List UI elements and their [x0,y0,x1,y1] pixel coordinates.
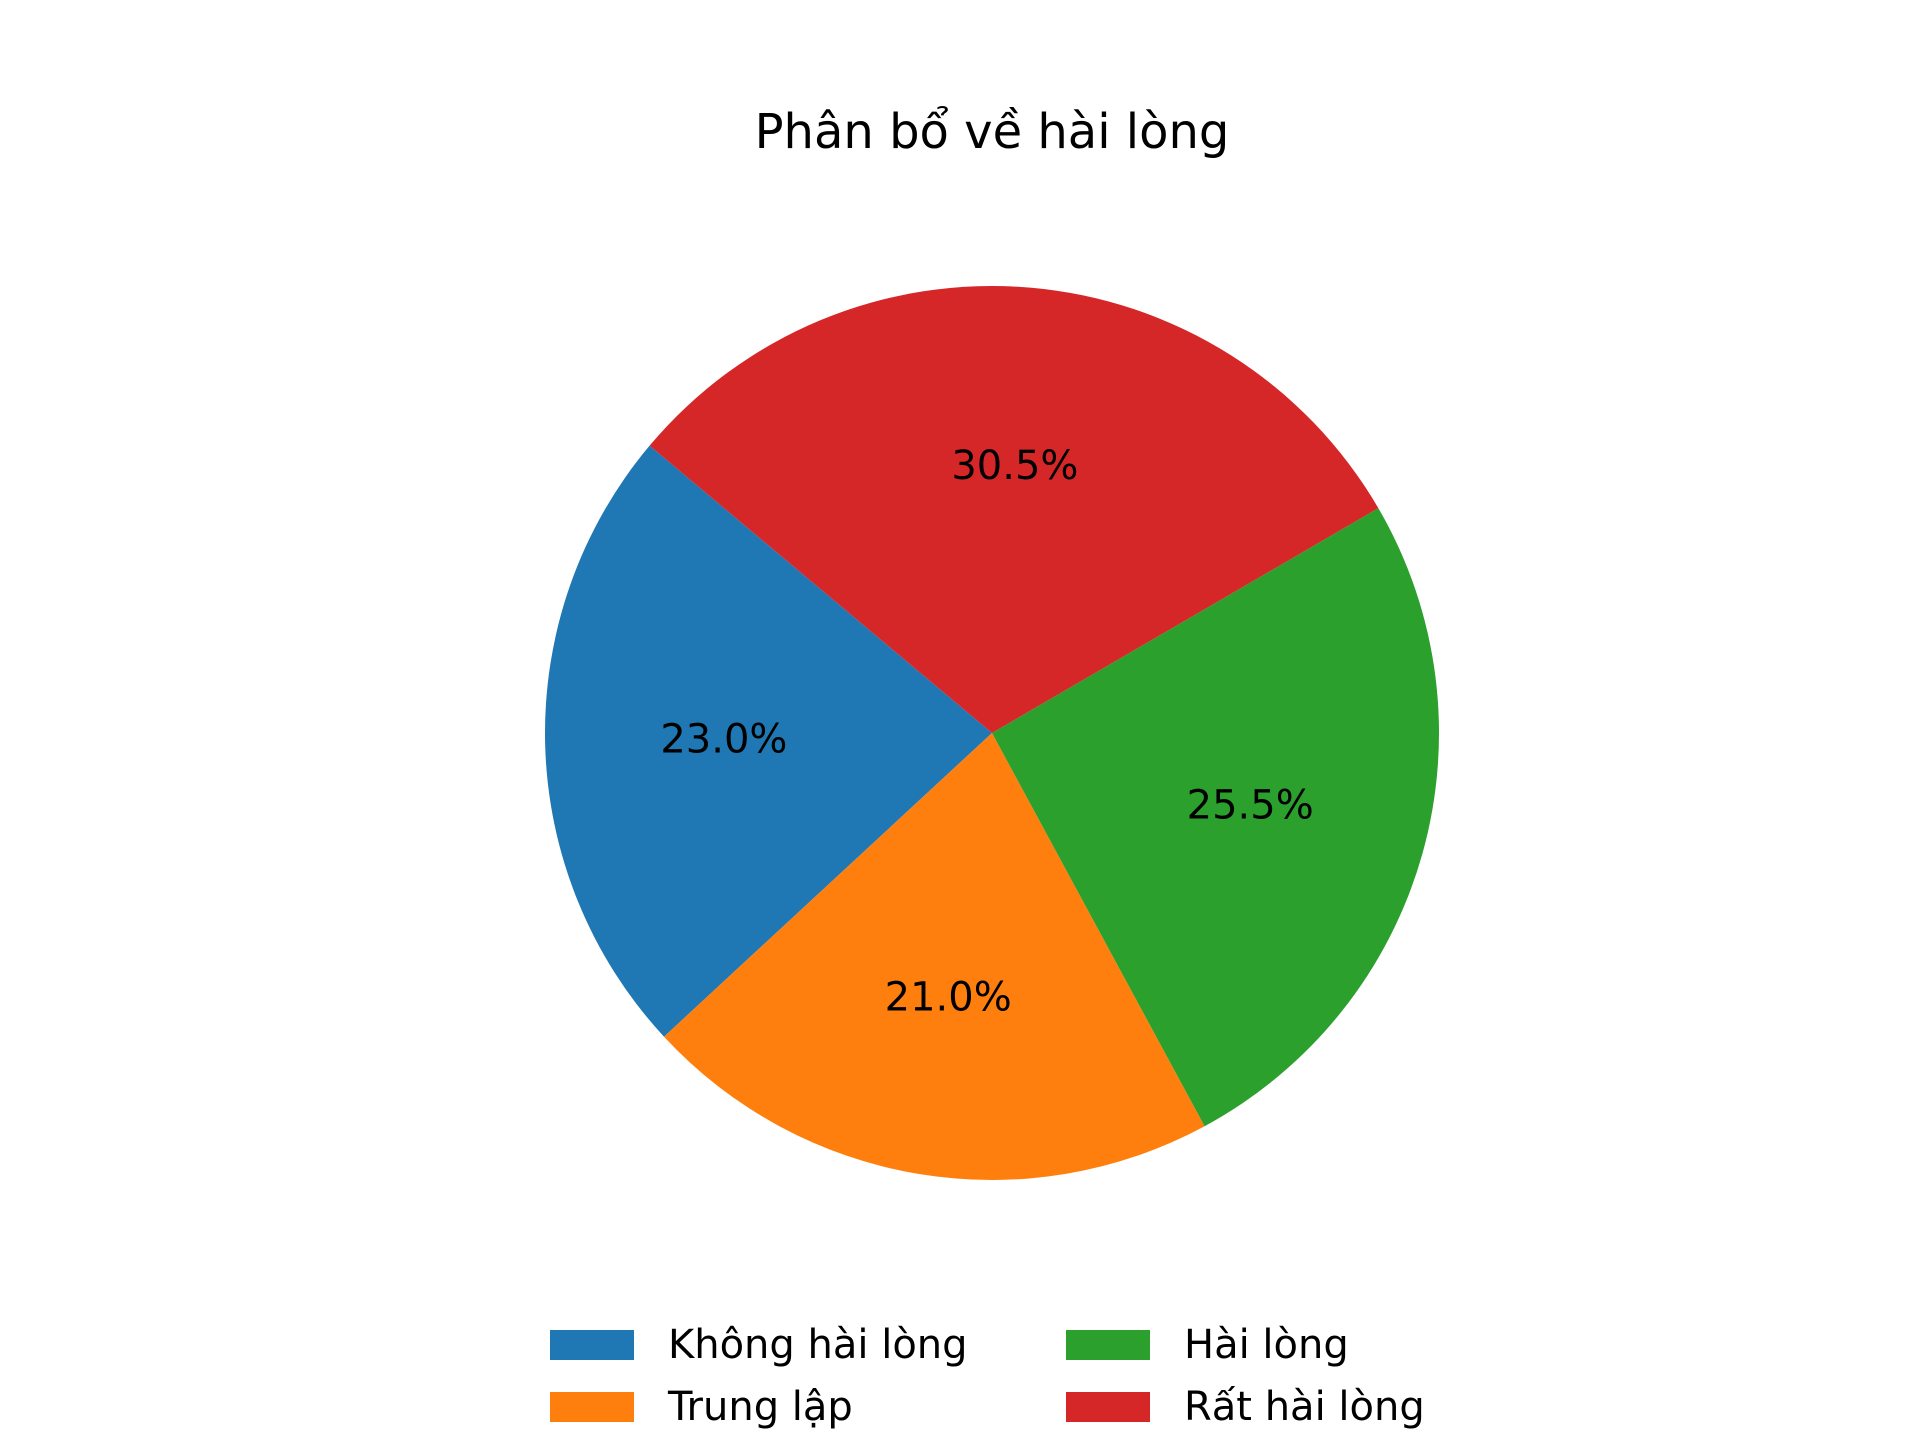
legend-label-2: Hài lòng [1184,1322,1349,1368]
pie-slice-label-2: 25.5% [1187,783,1314,829]
pie-slice-2 [992,508,1439,1127]
legend-item-2: Hài lòng [1066,1320,1349,1370]
pie-slice-3 [649,286,1379,733]
pie-slice-label-1: 21.0% [885,975,1012,1021]
legend-swatch-0 [550,1330,634,1360]
legend-swatch-1 [550,1392,634,1422]
legend-swatch-2 [1066,1330,1150,1360]
legend-swatch-3 [1066,1392,1150,1422]
legend: Không hài lòng Trung lập Hài lòng Rất hài l… [550,1320,1470,1440]
legend-item-3: Rất hài lòng [1066,1382,1425,1432]
pie-slice-label-3: 30.5% [951,443,1078,489]
legend-item-1: Trung lập [550,1382,853,1432]
pie-slice-label-0: 23.0% [660,717,787,763]
legend-label-3: Rất hài lòng [1184,1384,1425,1430]
pie-slice-0 [545,445,992,1037]
chart-title: Phân bổ về hài lòng [754,104,1230,160]
pie-slice-1 [664,733,1205,1180]
legend-label-0: Không hài lòng [668,1322,968,1368]
legend-label-1: Trung lập [668,1384,853,1430]
legend-item-0: Không hài lòng [550,1320,968,1370]
